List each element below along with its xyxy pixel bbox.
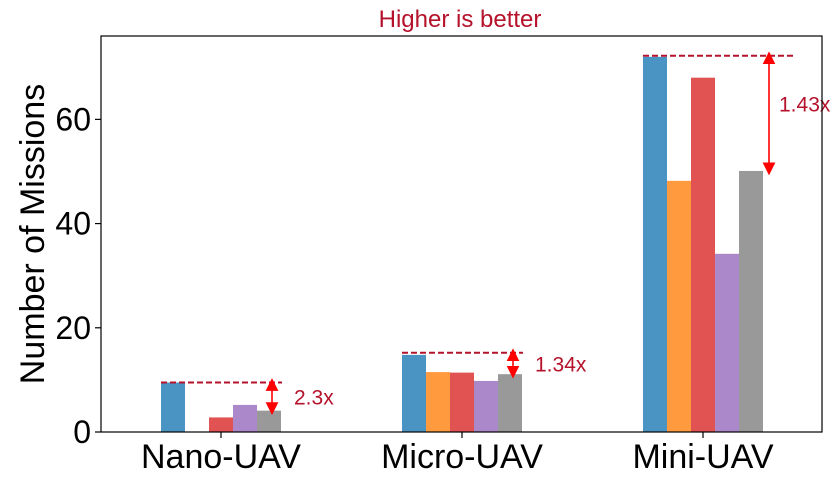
x-tick-label: Micro-UAV: [381, 438, 543, 476]
bar-micro-uav-series-1: [402, 354, 426, 432]
y-tick-label: 40: [55, 206, 91, 242]
axes-frame: [100, 35, 823, 433]
x-axis-ticks: Nano-UAV Micro-UAV Mini-UAV: [141, 432, 774, 476]
y-tick-label: 20: [55, 310, 91, 346]
bar-mini-uav-series-5: [739, 170, 763, 432]
bar-mini-uav-series-2: [667, 180, 691, 432]
bar-micro-uav-series-3: [450, 372, 474, 432]
y-tick-label: 60: [55, 101, 91, 137]
annotations: 2.3x 1.34x 1.43x: [161, 51, 830, 416]
bar-mini-uav-series-1: [643, 56, 667, 433]
plot-area: [161, 56, 763, 433]
y-tick-label: 0: [73, 414, 91, 450]
bar-nano-uav-series-5: [257, 410, 281, 432]
improvement-label: 1.43x: [779, 93, 830, 116]
bar-nano-uav-series-3: [209, 417, 233, 432]
bar-micro-uav-series-2: [426, 372, 450, 432]
x-tick-label: Mini-UAV: [632, 438, 773, 476]
bar-mini-uav-series-3: [691, 77, 715, 433]
x-tick-label: Nano-UAV: [141, 438, 301, 476]
y-axis-ticks: 0 20 40 60: [55, 101, 101, 450]
bar-nano-uav-series-1: [161, 382, 185, 432]
bar-micro-uav-series-4: [474, 380, 498, 432]
y-axis-label: Number of Missions: [14, 84, 52, 384]
bar-nano-uav-series-4: [233, 404, 257, 432]
bar-mini-uav-series-4: [715, 253, 739, 432]
improvement-label: 2.3x: [294, 387, 334, 410]
bar-micro-uav-series-5: [498, 374, 522, 432]
chart-title: Higher is better: [379, 6, 542, 33]
improvement-label: 1.34x: [535, 353, 587, 376]
